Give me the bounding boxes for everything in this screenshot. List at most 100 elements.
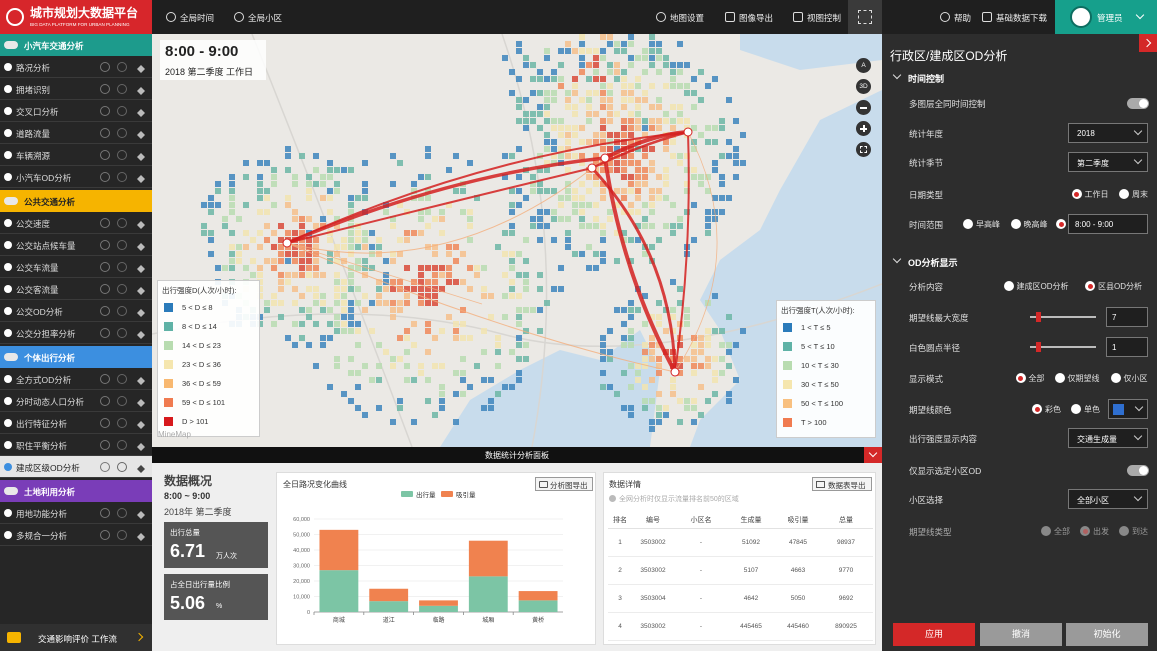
map-control[interactable]: 3D — [856, 79, 871, 94]
text-input[interactable]: 8:00 - 9:00 — [1068, 214, 1148, 234]
group-header[interactable]: 公共交通分析 — [0, 190, 152, 212]
radio[interactable] — [1003, 281, 1014, 291]
action-button[interactable]: 应用 — [893, 623, 975, 646]
radio[interactable] — [963, 219, 973, 229]
menu-item[interactable]: 分时动态人口分析 — [0, 390, 152, 412]
radio-label[interactable]: 晚高峰 — [1023, 220, 1048, 229]
tool-label[interactable]: 全局小区 — [248, 13, 283, 23]
color-picker[interactable] — [1108, 399, 1148, 419]
radio[interactable] — [1056, 219, 1066, 229]
radio-label[interactable]: 全部 — [1054, 527, 1070, 536]
radio-label[interactable]: 工作日 — [1084, 190, 1109, 199]
sidebar-footer[interactable]: 交通影响评价 工作流 — [0, 624, 152, 651]
zoom-in[interactable] — [856, 121, 871, 136]
radio-label[interactable]: 仅期望线 — [1067, 374, 1100, 383]
radio[interactable] — [1119, 189, 1129, 199]
radio-label[interactable]: 出发 — [1093, 527, 1109, 536]
tool-icon[interactable] — [725, 12, 735, 22]
radio[interactable] — [1085, 281, 1095, 291]
select[interactable]: 2018 — [1068, 123, 1148, 143]
export-button[interactable]: 分析图导出 — [535, 477, 593, 491]
density-cell — [530, 181, 536, 187]
radio[interactable] — [1032, 404, 1042, 414]
radio-label[interactable]: 周末 — [1132, 190, 1148, 199]
menu-item[interactable]: 公交OD分析 — [0, 300, 152, 322]
user-menu[interactable]: 管理员 — [1055, 0, 1157, 34]
select[interactable]: 全部小区 — [1068, 489, 1148, 509]
action-button[interactable]: 初始化 — [1066, 623, 1148, 646]
select[interactable]: 交通生成量 — [1068, 428, 1148, 448]
menu-item[interactable]: 路况分析 — [0, 56, 152, 78]
number-input[interactable]: 1 — [1106, 337, 1148, 357]
panel-collapse[interactable] — [864, 447, 882, 463]
tool-label[interactable]: 基础数据下载 — [996, 13, 1048, 23]
radio[interactable] — [1071, 189, 1082, 199]
radio-label[interactable]: 彩色 — [1045, 405, 1061, 414]
radio[interactable] — [1080, 526, 1090, 536]
radio[interactable] — [1054, 373, 1065, 383]
zoom-out[interactable] — [856, 100, 871, 115]
menu-item[interactable]: 公交分担率分析 — [0, 322, 152, 344]
tool-label[interactable]: 视图控制 — [807, 13, 842, 23]
select[interactable]: 第二季度 — [1068, 152, 1148, 172]
slider-knob[interactable] — [1036, 312, 1041, 322]
menu-item[interactable]: 多规合一分析 — [0, 524, 152, 546]
density-cell — [299, 293, 305, 299]
menu-item[interactable]: 小汽车OD分析 — [0, 166, 152, 188]
globe-icon — [117, 440, 127, 450]
radio-label[interactable]: 到达 — [1132, 527, 1148, 536]
density-cell — [621, 342, 627, 348]
radio-label[interactable]: 仅小区 — [1123, 374, 1148, 383]
radio[interactable] — [1110, 373, 1121, 383]
menu-item[interactable]: 公交速度 — [0, 212, 152, 234]
tool-icon[interactable] — [940, 12, 950, 22]
group-header[interactable]: 土地利用分析 — [0, 480, 152, 502]
tool-label[interactable]: 全局时间 — [180, 13, 215, 23]
density-cell — [271, 181, 277, 187]
density-cell — [516, 335, 522, 341]
tool-icon[interactable] — [982, 12, 992, 22]
map-control[interactable]: A — [856, 58, 871, 73]
radio-label[interactable]: 单色 — [1084, 405, 1100, 414]
menu-item[interactable]: 职住平衡分析 — [0, 434, 152, 456]
radio-label[interactable]: 早高峰 — [976, 220, 1000, 229]
tool-icon[interactable] — [656, 12, 666, 22]
number-input[interactable]: 7 — [1106, 307, 1148, 327]
menu-item[interactable]: 建成区级OD分析 — [0, 456, 152, 478]
menu-item[interactable]: 全方式OD分析 — [0, 368, 152, 390]
density-cell — [334, 244, 340, 250]
slider-knob[interactable] — [1036, 342, 1041, 352]
toggle[interactable] — [1127, 465, 1149, 476]
menu-item[interactable]: 出行特征分析 — [0, 412, 152, 434]
menu-item[interactable]: 公交车流量 — [0, 256, 152, 278]
fullscreen[interactable] — [856, 142, 871, 157]
tool-label[interactable]: 帮助 — [954, 13, 972, 23]
view-button[interactable] — [848, 0, 882, 34]
tool-label[interactable]: 图像导出 — [739, 13, 774, 23]
menu-item[interactable]: 交叉口分析 — [0, 100, 152, 122]
radio[interactable] — [1071, 404, 1081, 414]
tool-label[interactable]: 地图设置 — [670, 13, 705, 23]
tool-icon[interactable] — [166, 12, 176, 22]
menu-item[interactable]: 道路流量 — [0, 122, 152, 144]
tool-icon[interactable] — [234, 12, 244, 22]
group-header[interactable]: 小汽车交通分析 — [0, 34, 152, 56]
menu-item[interactable]: 拥堵识别 — [0, 78, 152, 100]
radio-label[interactable]: 全部 — [1028, 374, 1045, 383]
group-header[interactable]: 个体出行分析 — [0, 346, 152, 368]
menu-item[interactable]: 公交站点候车量 — [0, 234, 152, 256]
radio[interactable] — [1119, 526, 1129, 536]
menu-item[interactable]: 车辆溯源 — [0, 144, 152, 166]
radio-label[interactable]: 建成区OD分析 — [1016, 282, 1069, 291]
radio[interactable] — [1015, 373, 1026, 383]
radio[interactable] — [1041, 526, 1051, 536]
tool-icon[interactable] — [793, 12, 803, 22]
export-button[interactable]: 数据表导出 — [812, 477, 872, 491]
panel-close[interactable] — [1139, 34, 1157, 52]
action-button[interactable]: 撤消 — [980, 623, 1062, 646]
toggle[interactable] — [1127, 98, 1149, 109]
radio[interactable] — [1010, 219, 1021, 229]
menu-item[interactable]: 用地功能分析 — [0, 502, 152, 524]
radio-label[interactable]: 区县OD分析 — [1098, 282, 1142, 291]
menu-item[interactable]: 公交客流量 — [0, 278, 152, 300]
